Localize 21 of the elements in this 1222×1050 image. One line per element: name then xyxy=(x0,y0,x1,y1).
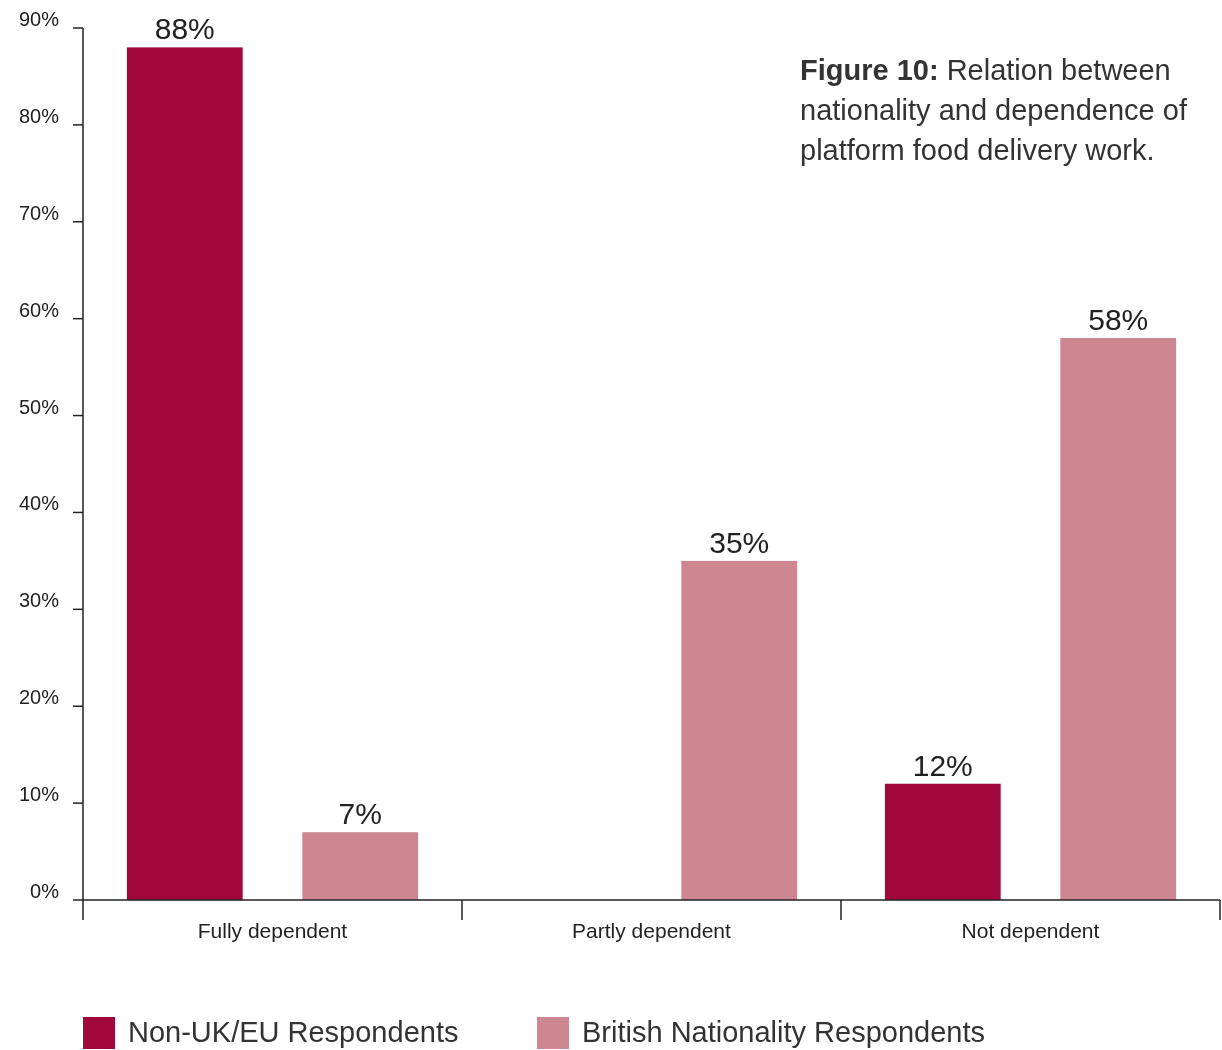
data-label: 35% xyxy=(709,525,770,559)
y-tick-label: 30% xyxy=(18,589,60,612)
y-tick-label: 60% xyxy=(18,298,60,321)
legend-label: British Nationality Respondents xyxy=(582,1016,985,1048)
text: Figure 10: Relation between nationality and dependence of platform food delivery work. xyxy=(800,54,1188,166)
x-tick-label: Partly dependent xyxy=(572,919,732,942)
data-label: 58% xyxy=(1088,303,1149,337)
y-tick-label: 20% xyxy=(18,686,60,709)
y-tick-label: 40% xyxy=(18,492,60,515)
data-label: 88% xyxy=(154,12,215,46)
data-label: 7% xyxy=(338,797,382,831)
y-tick-label: 90% xyxy=(18,8,60,30)
y-tick-label: 0% xyxy=(30,880,60,902)
data-label: 12% xyxy=(912,748,973,782)
y-tick-label: 80% xyxy=(18,104,60,127)
y-tick-label: 50% xyxy=(18,395,60,418)
y-tick-label: 70% xyxy=(18,201,60,224)
x-tick-label: Not dependent xyxy=(961,919,1100,942)
legend-label: Non-UK/EU Respondents xyxy=(128,1016,459,1048)
y-tick-label: 10% xyxy=(18,783,60,806)
x-tick-label: Fully dependent xyxy=(197,919,348,942)
